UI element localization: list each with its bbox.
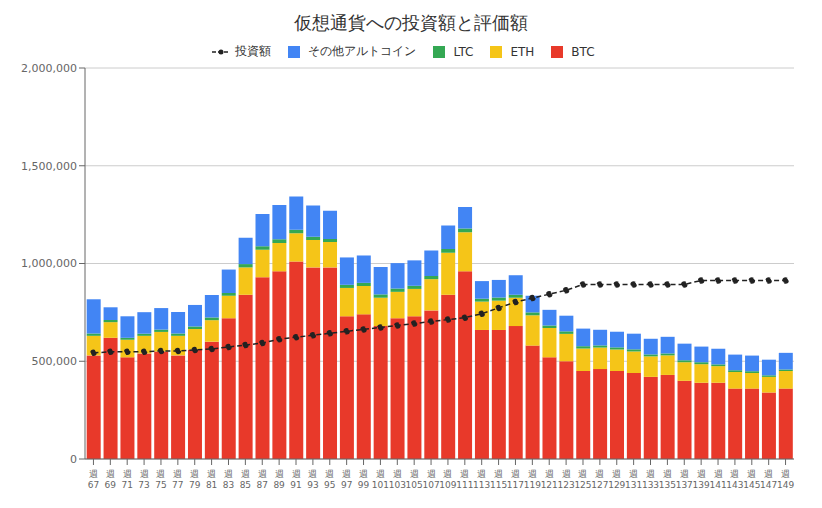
svg-text:週93: 週93 xyxy=(307,469,318,489)
html-text:LTC: LTC xyxy=(453,44,474,59)
svg-text:週97: 週97 xyxy=(341,469,352,489)
html-text:ETH: ETH xyxy=(510,44,535,59)
svg-text:週67: 週67 xyxy=(88,469,99,489)
svg-text:2,000,000: 2,000,000 xyxy=(21,62,77,75)
svg-text:週91: 週91 xyxy=(290,469,301,489)
svg-text:週127: 週127 xyxy=(591,469,608,489)
svg-text:1,000,000: 1,000,000 xyxy=(21,257,77,270)
svg-text:週105: 週105 xyxy=(406,469,423,489)
svg-text:週139: 週139 xyxy=(693,469,710,489)
svg-text:週95: 週95 xyxy=(324,469,335,489)
svg-text:週131: 週131 xyxy=(625,469,642,489)
svg-text:週117: 週117 xyxy=(507,469,524,489)
svg-text:週137: 週137 xyxy=(676,469,693,489)
svg-text:週103: 週103 xyxy=(389,469,406,489)
svg-text:週85: 週85 xyxy=(240,469,251,489)
svg-text:週141: 週141 xyxy=(709,469,726,489)
svg-text:週71: 週71 xyxy=(121,469,132,489)
html-text:仮想通貨への投資額と評価額: 仮想通貨への投資額と評価額 xyxy=(294,12,528,33)
svg-text:週73: 週73 xyxy=(138,469,149,489)
svg-text:週89: 週89 xyxy=(273,469,285,489)
svg-text:週129: 週129 xyxy=(608,469,625,489)
svg-text:1,500,000: 1,500,000 xyxy=(21,160,77,173)
svg-text:週81: 週81 xyxy=(206,469,217,489)
svg-text:週119: 週119 xyxy=(524,469,541,489)
svg-text:週125: 週125 xyxy=(574,469,591,489)
svg-text:週121: 週121 xyxy=(541,469,558,489)
svg-text:週87: 週87 xyxy=(257,469,268,489)
svg-text:週77: 週77 xyxy=(172,469,183,489)
svg-text:週79: 週79 xyxy=(189,469,201,489)
svg-text:週145: 週145 xyxy=(743,469,760,489)
html-text:投資額: 投資額 xyxy=(235,44,272,58)
svg-text:週133: 週133 xyxy=(642,469,659,489)
svg-text:週147: 週147 xyxy=(760,469,777,489)
svg-text:週111: 週111 xyxy=(456,469,473,489)
html-text:その他アルトコイン: その他アルトコイン xyxy=(308,44,417,58)
svg-text:週109: 週109 xyxy=(439,469,456,489)
svg-text:週75: 週75 xyxy=(155,469,166,489)
svg-text:週143: 週143 xyxy=(726,469,743,489)
svg-text:週107: 週107 xyxy=(422,469,439,489)
svg-text:0: 0 xyxy=(70,453,77,466)
html-text:BTC: BTC xyxy=(571,44,595,59)
svg-text:週135: 週135 xyxy=(659,469,676,489)
svg-text:週99: 週99 xyxy=(358,469,370,489)
svg-text:週115: 週115 xyxy=(490,469,507,489)
svg-text:週149: 週149 xyxy=(777,469,794,489)
svg-text:週123: 週123 xyxy=(558,469,575,489)
svg-text:500,000: 500,000 xyxy=(32,355,78,368)
svg-text:週113: 週113 xyxy=(473,469,490,489)
svg-text:週83: 週83 xyxy=(223,469,234,489)
svg-text:週101: 週101 xyxy=(372,469,389,489)
svg-text:週69: 週69 xyxy=(105,469,117,489)
